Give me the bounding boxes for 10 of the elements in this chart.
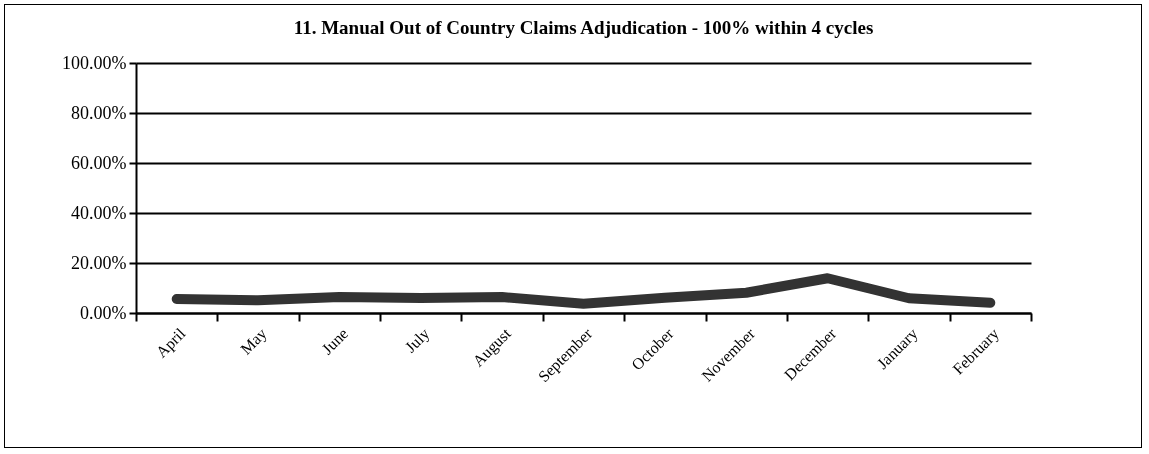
y-tick-label: 80.00% [71, 102, 127, 123]
y-tick-label: 0.00% [80, 302, 127, 323]
y-tick-label: 20.00% [71, 252, 127, 273]
y-tick-label: 60.00% [71, 152, 127, 173]
x-tick-label: July [401, 324, 434, 357]
y-tick-label: 100.00% [62, 52, 127, 73]
chart-title: 11. Manual Out of Country Claims Adjudication - 100% within 4 cycles [293, 17, 874, 38]
y-tick-label: 40.00% [71, 202, 127, 223]
x-tick-label: May [237, 324, 271, 359]
x-tick-label: June [318, 324, 352, 358]
